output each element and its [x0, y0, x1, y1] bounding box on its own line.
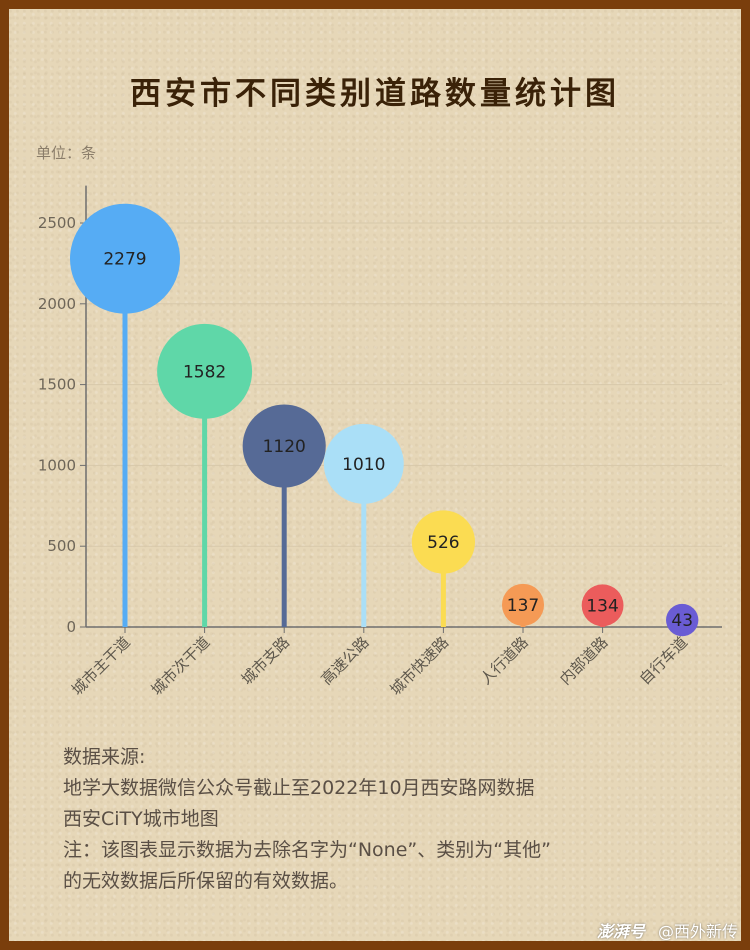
source-heading: 数据来源: [63, 746, 146, 768]
source-line-2: 西安CiTY城市地图 [63, 808, 219, 830]
x-category-labels: 城市主干道 城市次干道 城市支路 高速公路 城市快速路 人行道路 内部道路 自行车道 [68, 633, 691, 699]
lollipop-bubble [242, 404, 326, 488]
data-label: 137 [507, 596, 539, 616]
lollipop-bubble [70, 203, 180, 314]
unit-label: 单位：条 [36, 144, 97, 162]
y-tick-label: 500 [47, 537, 76, 555]
data-label: 2279 [103, 250, 146, 270]
notes-block: 数据来源: 地学大数据微信公众号截止至2022年10月西安路网数据 西安CiTY… [63, 742, 723, 897]
x-category-label: 内部道路 [556, 633, 611, 688]
lollipop-bubble [157, 323, 253, 419]
x-category-label: 人行道路 [477, 633, 532, 688]
x-category-label: 城市快速路 [386, 633, 452, 699]
lollipop-bubbles: 2279 1582 1120 1010 526 137 134 43 [70, 203, 699, 637]
source-line-1: 地学大数据微信公众号截止至2022年10月西安路网数据 [63, 777, 535, 799]
data-label: 1120 [263, 437, 306, 457]
x-category-label: 高速公路 [317, 633, 372, 688]
y-tick-labels: 0 500 1000 1500 2000 2500 [38, 214, 76, 636]
note-line-1: 注：该图表显示数据为去除名字为“None”、类别为“其他” [63, 839, 551, 861]
y-tick-label: 0 [66, 618, 76, 636]
lollipop-bubble [666, 603, 699, 637]
data-label: 43 [671, 611, 693, 631]
y-tick-label: 1000 [38, 456, 76, 474]
note-line-2: 的无效数据后所保留的有效数据。 [63, 870, 349, 892]
y-tick-label: 2500 [38, 214, 76, 232]
x-category-label: 城市次干道 [148, 633, 214, 699]
data-label: 134 [586, 596, 618, 616]
y-tick-label: 2000 [38, 295, 76, 313]
lollipop-bubble [581, 584, 624, 627]
brand-account: @西外新传 [657, 922, 738, 941]
lollipop-sticks [122, 258, 685, 627]
brand-logo: 澎湃号 [596, 922, 645, 941]
watermark: 澎湃号 @西外新传 [597, 918, 738, 942]
x-category-label: 城市主干道 [68, 633, 134, 699]
y-tick-label: 1500 [38, 376, 76, 394]
lollipop-bubble [323, 423, 404, 504]
lollipop-bubble [411, 510, 476, 574]
x-category-label: 城市支路 [238, 633, 293, 688]
data-label: 1582 [183, 362, 226, 382]
chart-title: 西安市不同类别道路数量统计图 [130, 76, 620, 112]
data-label: 1010 [342, 455, 385, 475]
data-label: 526 [427, 533, 459, 553]
lollipop-bubble [501, 583, 545, 626]
x-category-label: 自行车道 [636, 633, 691, 688]
